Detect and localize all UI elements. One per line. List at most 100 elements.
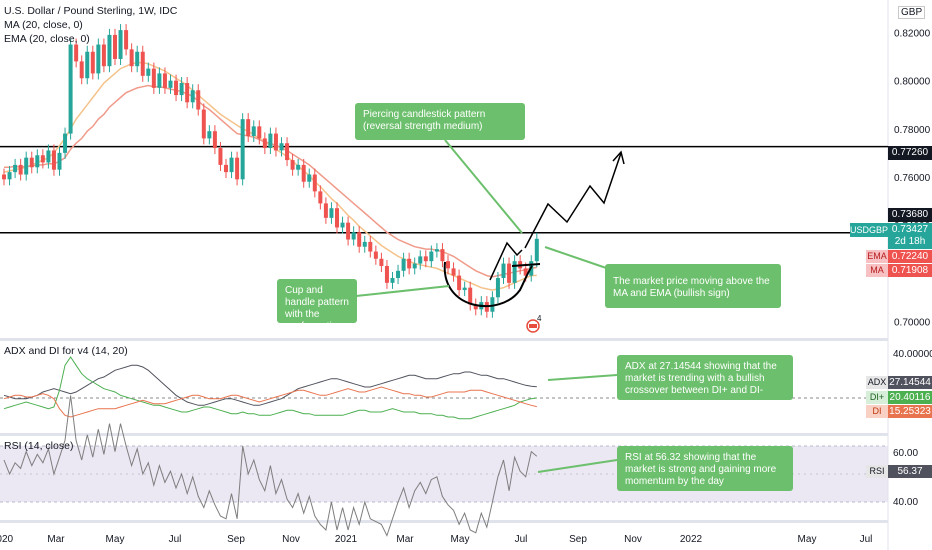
candle-body[interactable] xyxy=(113,34,117,59)
candle-body[interactable] xyxy=(357,232,362,247)
candle-body[interactable] xyxy=(495,278,500,298)
candle-body[interactable] xyxy=(373,251,378,259)
candle-body[interactable] xyxy=(468,287,473,305)
candle-body[interactable] xyxy=(96,44,101,74)
di-plus-tag-value[interactable]: 20.40116 xyxy=(888,391,932,404)
candle-body[interactable] xyxy=(246,119,251,137)
candle-body[interactable] xyxy=(146,68,151,76)
candle-body[interactable] xyxy=(379,258,384,266)
candle-body[interactable] xyxy=(135,51,140,67)
candle-body[interactable] xyxy=(13,164,18,173)
candle-body[interactable] xyxy=(201,109,206,139)
candle-body[interactable] xyxy=(101,44,106,67)
piercing-callout[interactable]: Piercing candlestick pattern (reversal s… xyxy=(355,103,525,140)
candle-body[interactable] xyxy=(212,131,217,149)
candle-body[interactable] xyxy=(168,80,173,88)
candle-body[interactable] xyxy=(407,258,412,269)
candle-body[interactable] xyxy=(240,119,245,180)
cup-drawing[interactable] xyxy=(443,261,533,307)
candle-body[interactable] xyxy=(46,150,51,163)
candle-body[interactable] xyxy=(501,263,506,279)
candle-body[interactable] xyxy=(362,241,367,247)
candle-body[interactable] xyxy=(507,263,512,283)
candle-body[interactable] xyxy=(74,44,79,62)
candle-body[interactable] xyxy=(307,174,312,182)
candle-body[interactable] xyxy=(57,152,62,170)
candle-body[interactable] xyxy=(534,238,539,262)
candle-body[interactable] xyxy=(118,30,123,59)
candle-body[interactable] xyxy=(85,51,90,79)
candle-body[interactable] xyxy=(196,90,201,110)
ma-legend[interactable]: MA (20, close, 0) xyxy=(4,19,83,31)
zigzag-drawing[interactable] xyxy=(489,241,523,281)
projection-arrow[interactable] xyxy=(524,152,622,249)
candle-body[interactable] xyxy=(429,251,434,262)
ema-tag-value[interactable]: 0.72240 xyxy=(888,250,932,263)
candle-body[interactable] xyxy=(224,164,228,173)
candle-body[interactable] xyxy=(335,208,339,228)
candle-body[interactable] xyxy=(2,174,6,180)
candle-body[interactable] xyxy=(79,61,84,79)
adx-pane-title[interactable]: ADX and DI for v4 (14, 20) xyxy=(4,345,128,357)
candle-body[interactable] xyxy=(323,203,328,218)
candle-body[interactable] xyxy=(157,73,162,88)
adx-callout[interactable]: ADX at 27.14544 showing that the market … xyxy=(617,355,793,400)
adx-tag-value[interactable]: 27.14544 xyxy=(888,376,932,389)
candle-body[interactable] xyxy=(68,44,73,134)
candle-body[interactable] xyxy=(384,265,389,283)
candle-body[interactable] xyxy=(7,172,12,180)
candle-body[interactable] xyxy=(346,222,351,240)
candle-body[interactable] xyxy=(107,34,112,67)
candle-body[interactable] xyxy=(90,51,95,74)
pane-separator-1[interactable] xyxy=(0,338,888,341)
candle-body[interactable] xyxy=(129,49,134,67)
candle-body[interactable] xyxy=(257,126,262,139)
candle-body[interactable] xyxy=(40,155,45,163)
ma-tag-value[interactable]: 0.71908 xyxy=(888,264,932,277)
candle-body[interactable] xyxy=(151,68,156,88)
candle-body[interactable] xyxy=(462,287,467,291)
candle-body[interactable] xyxy=(440,249,445,262)
candle-body[interactable] xyxy=(285,143,290,161)
candle-body[interactable] xyxy=(279,143,284,151)
candle-body[interactable] xyxy=(235,157,240,180)
symbol-title[interactable]: U.S. Dollar / Pound Sterling, 1W, IDC xyxy=(4,5,178,17)
candle-body[interactable] xyxy=(35,155,40,168)
candle-body[interactable] xyxy=(434,249,439,252)
candle-body[interactable] xyxy=(140,51,145,76)
candle-body[interactable] xyxy=(490,297,495,312)
candle-body[interactable] xyxy=(273,133,278,151)
candle-body[interactable] xyxy=(340,222,345,228)
last-price-tag[interactable]: 0.73427 2d 18h xyxy=(888,223,932,249)
candle-body[interactable] xyxy=(312,174,317,192)
candle-body[interactable] xyxy=(207,131,212,139)
candle-body[interactable] xyxy=(451,268,456,276)
above-ma-callout[interactable]: The market price moving above the MA and… xyxy=(605,264,781,308)
candle-body[interactable] xyxy=(351,232,356,240)
candle-body[interactable] xyxy=(523,268,528,276)
candle-body[interactable] xyxy=(401,258,406,271)
rsi-pane-title[interactable]: RSI (14, close) xyxy=(4,440,74,452)
candle-body[interactable] xyxy=(301,164,306,182)
candle-body[interactable] xyxy=(368,241,373,252)
candle-body[interactable] xyxy=(457,275,462,291)
candle-body[interactable] xyxy=(262,138,267,149)
candle-body[interactable] xyxy=(296,164,301,170)
candle-body[interactable] xyxy=(63,133,68,153)
symbol-tag[interactable]: USDGBP xyxy=(850,223,889,237)
candle-body[interactable] xyxy=(318,191,323,204)
handle-drawing[interactable] xyxy=(511,263,541,267)
di-minus-tag-value[interactable]: 15.25323 xyxy=(888,405,932,418)
candle-body[interactable] xyxy=(218,148,223,165)
candle-body[interactable] xyxy=(124,30,129,50)
level-tag-lower[interactable]: 0.73680 xyxy=(888,208,932,222)
ema-legend[interactable]: EMA (20, close, 0) xyxy=(4,33,90,45)
pane-separator-2[interactable] xyxy=(0,433,888,436)
candle-body[interactable] xyxy=(179,83,184,96)
candle-body[interactable] xyxy=(396,270,401,279)
candle-body[interactable] xyxy=(190,90,195,103)
candle-body[interactable] xyxy=(162,73,167,88)
candle-body[interactable] xyxy=(185,83,190,103)
candle-body[interactable] xyxy=(418,256,423,264)
rsi-callout[interactable]: RSI at 56.32 showing that the market is … xyxy=(617,446,793,491)
